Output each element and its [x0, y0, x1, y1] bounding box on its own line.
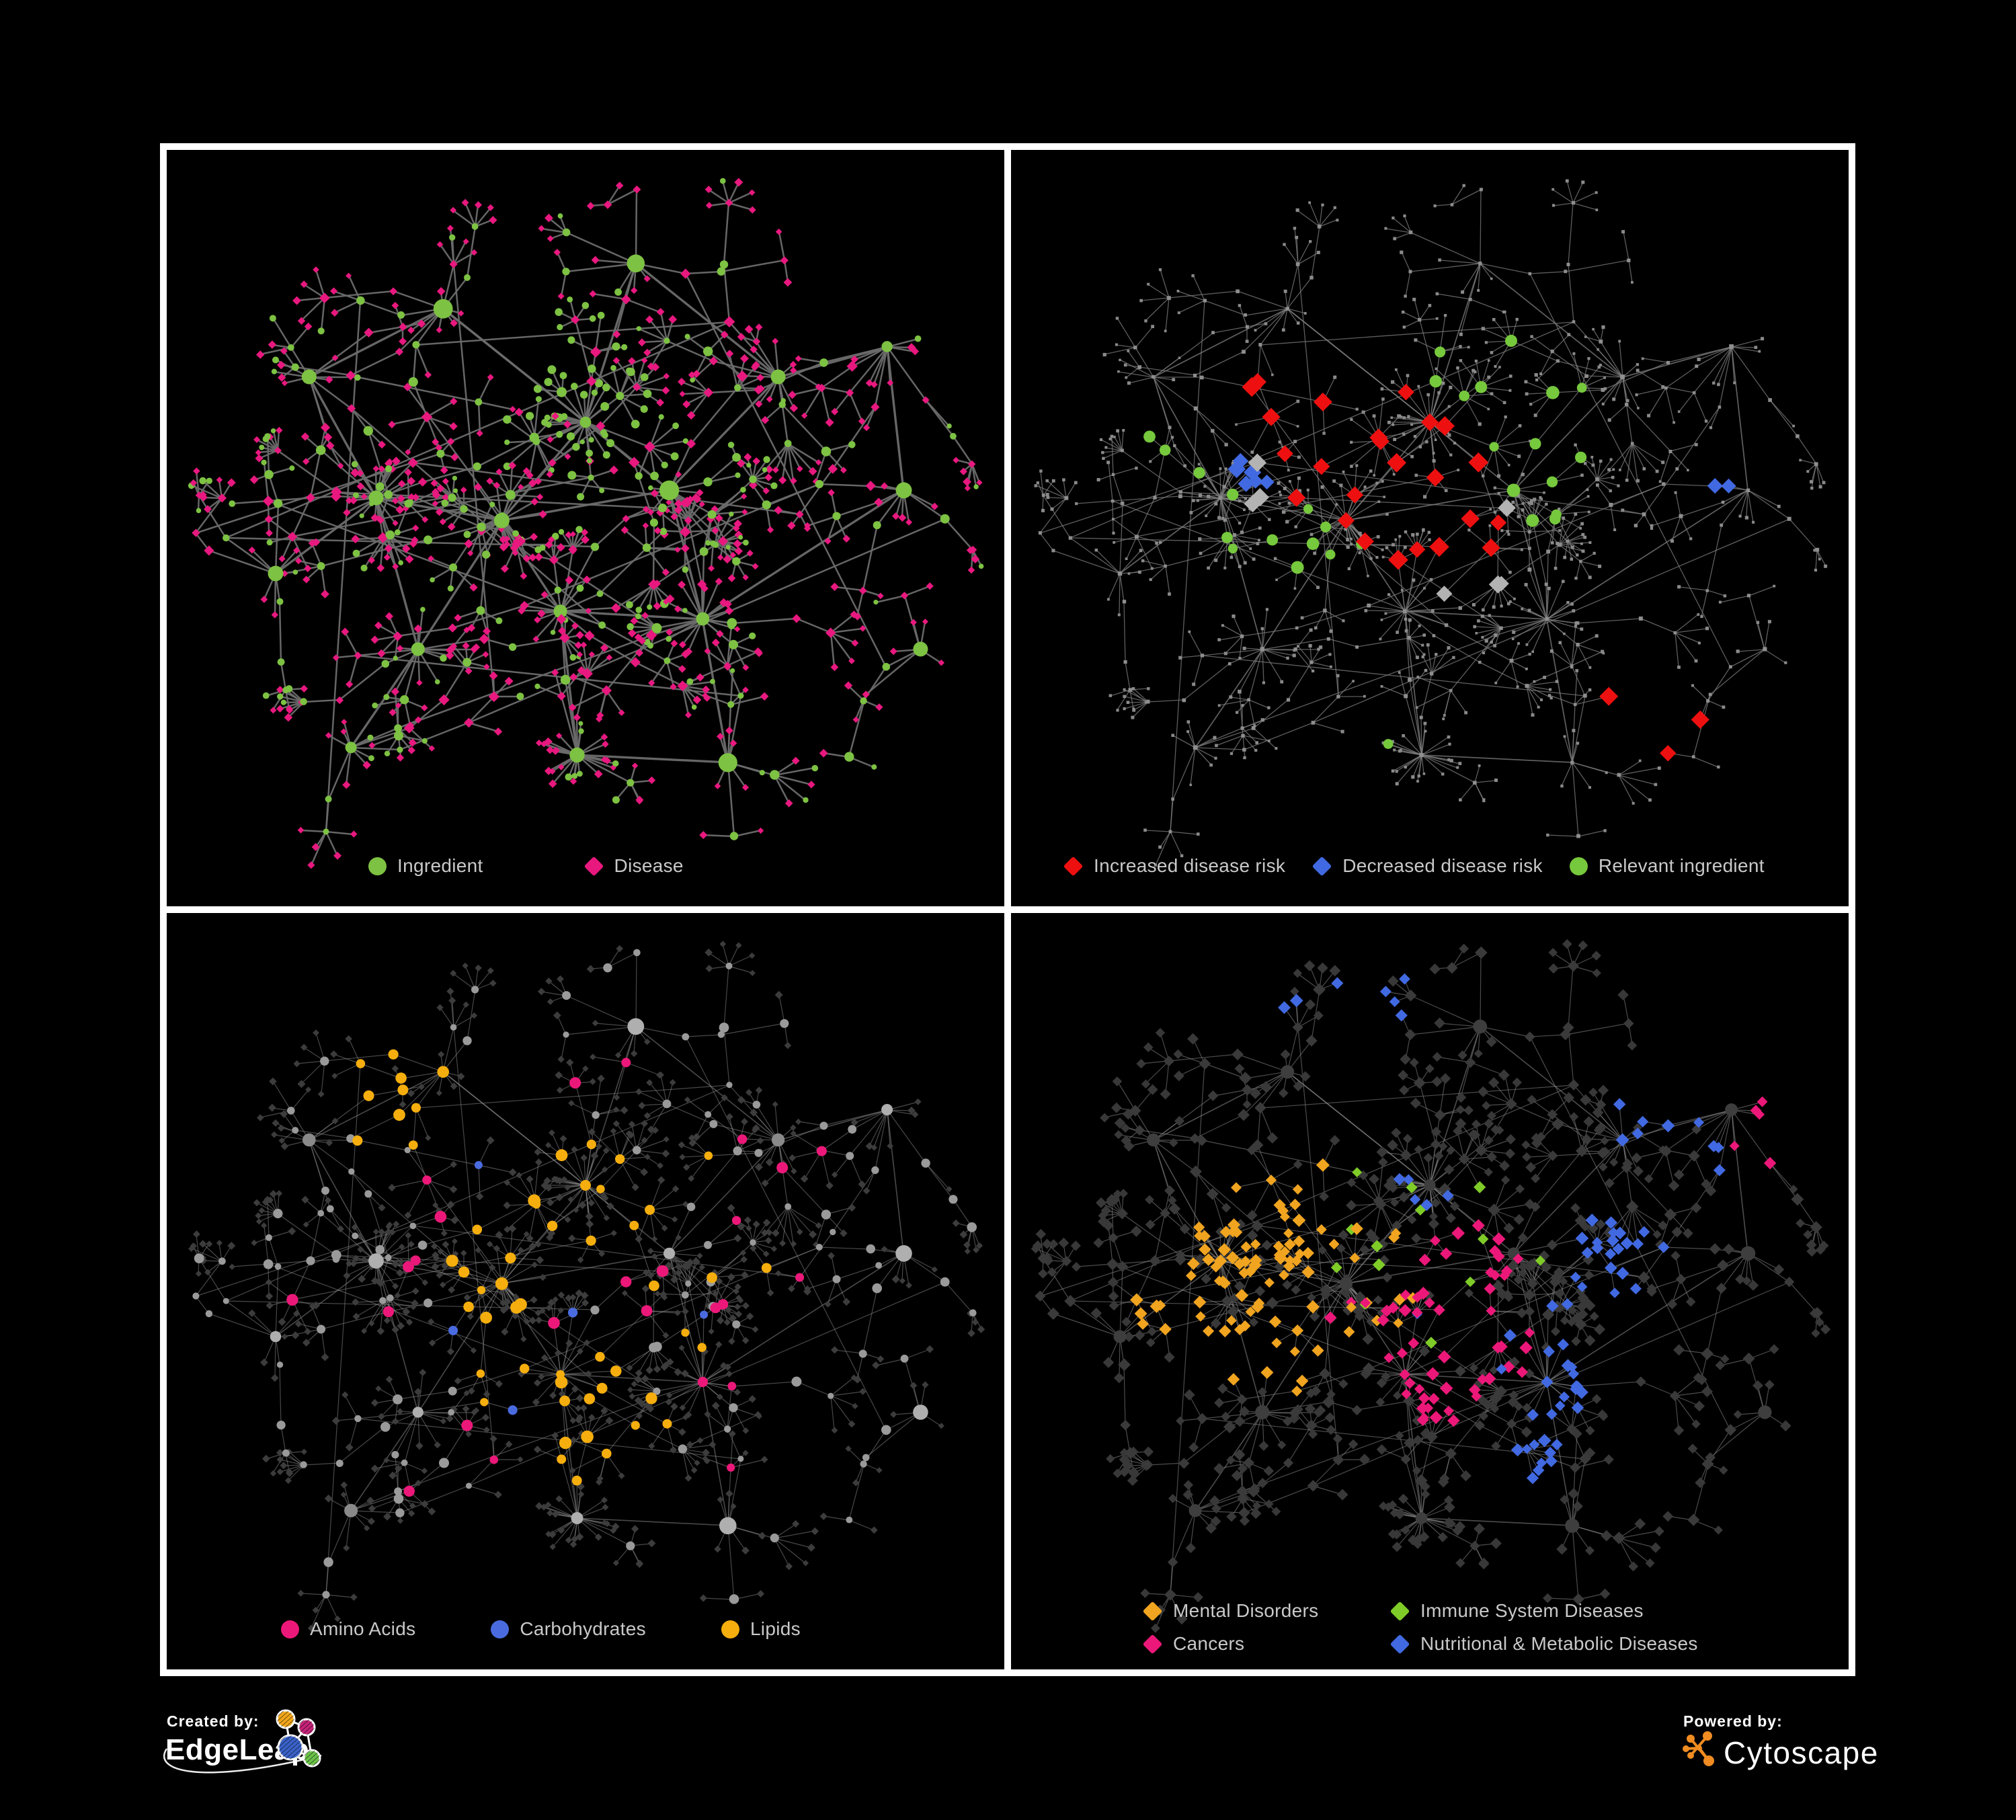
legend-label: Nutritional & Metabolic Diseases: [1420, 1633, 1698, 1654]
legend-item: Carbohydrates: [491, 1618, 646, 1640]
legend-label: Increased disease risk: [1094, 855, 1286, 876]
decreased-risk-diamond-marker: [1312, 856, 1332, 876]
cytoscape-logo-nodes: [1683, 1731, 1714, 1766]
panel-disease-categories: Mental Disorders Immune System Diseases …: [1011, 913, 1849, 1669]
cytoscape-wordmark: Cytoscape: [1724, 1735, 1879, 1770]
legend-label: Lipids: [750, 1618, 801, 1639]
edgeleap-logo-icon: [276, 1709, 321, 1768]
legend-item: Lipids: [721, 1618, 801, 1640]
figure-frame: Ingredient Disease Increased disease ris…: [160, 143, 1855, 1676]
legend-item: Decreased disease risk: [1312, 855, 1543, 877]
lipids-circle-marker: [721, 1620, 739, 1638]
immune-system-diamond-marker: [1389, 1601, 1410, 1621]
amino-acids-circle-marker: [281, 1620, 299, 1638]
legend-disease-risk: Increased disease risk Decreased disease…: [1063, 855, 1765, 877]
legend-label: Immune System Diseases: [1420, 1600, 1644, 1621]
cytoscape-logo-icon: [1683, 1731, 1714, 1766]
legend-item: Cancers: [1142, 1633, 1390, 1655]
mental-disorders-diamond-marker: [1142, 1601, 1163, 1621]
nutrient-categories-graph: [188, 941, 985, 1632]
legend-item: Ingredient: [368, 855, 483, 877]
legend-label: Relevant ingredient: [1598, 855, 1765, 876]
edgeleap-swoosh: [163, 1748, 322, 1774]
legend-label: Carbohydrates: [520, 1618, 646, 1639]
relevant-ingredient-circle-marker: [1569, 857, 1588, 875]
legend-disease-categories: Mental Disorders Immune System Diseases …: [1142, 1600, 1698, 1655]
legend-label: Decreased disease risk: [1342, 855, 1543, 876]
ingredient-disease-graph: [188, 177, 984, 869]
ingredient-circle-marker: [368, 857, 387, 875]
legend-item: Relevant ingredient: [1569, 855, 1765, 877]
legend-item: Increased disease risk: [1063, 855, 1285, 877]
legend-item: Mental Disorders: [1142, 1600, 1390, 1622]
panel-nutrient-categories: Amino Acids Carbohydrates Lipids: [167, 913, 1004, 1669]
legend-nutrient-categories: Amino Acids Carbohydrates Lipids: [281, 1618, 801, 1640]
legend-item: Disease: [583, 855, 684, 877]
disease-categories-graph: [1031, 939, 1831, 1633]
created-by-block: Created by: EdgeLeap: [161, 1709, 363, 1813]
powered-by-block: Powered by: Cytoscape: [1682, 1712, 1897, 1793]
disease-risk-graph: [1034, 179, 1828, 867]
legend-label: Mental Disorders: [1173, 1600, 1319, 1621]
cancers-diamond-marker: [1142, 1634, 1163, 1654]
powered-by-label: Powered by:: [1683, 1712, 1783, 1730]
legend-item: Nutritional & Metabolic Diseases: [1389, 1633, 1698, 1655]
legend-ingredient-disease: Ingredient Disease: [368, 855, 684, 877]
panel-disease-risk: Increased disease risk Decreased disease…: [1011, 150, 1849, 906]
carbohydrates-circle-marker: [491, 1620, 510, 1638]
panel-ingredient-disease: Ingredient Disease: [167, 150, 1004, 906]
panel-divider-horizontal: [167, 906, 1849, 913]
legend-label: Disease: [614, 855, 684, 876]
disease-diamond-marker: [583, 856, 604, 876]
legend-label: Amino Acids: [310, 1618, 416, 1639]
legend-label: Ingredient: [397, 855, 483, 876]
edgeleap-logo-nodes: [276, 1709, 321, 1768]
legend-label: Cancers: [1173, 1633, 1245, 1654]
legend-item: Immune System Diseases: [1389, 1600, 1698, 1622]
nutritional-metabolic-diamond-marker: [1389, 1634, 1410, 1654]
created-by-label: Created by:: [167, 1712, 259, 1730]
increased-risk-diamond-marker: [1063, 856, 1084, 876]
legend-item: Amino Acids: [281, 1618, 415, 1640]
